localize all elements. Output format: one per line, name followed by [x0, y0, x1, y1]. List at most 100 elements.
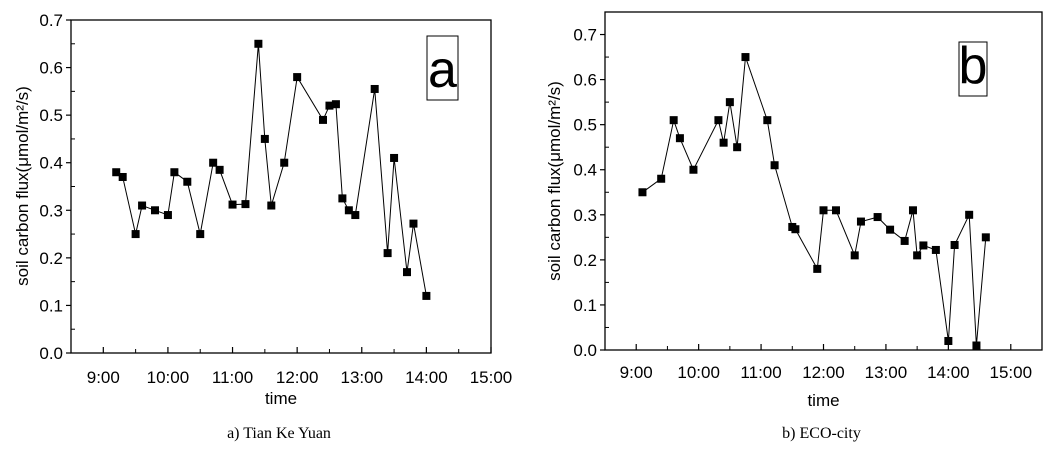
chart-panel-a: 0.0 0.1 0.2 0.3 0.4 0.5 0.6 0.7 9:00 10:00 11:00 12…	[13, 11, 512, 442]
x-tick-label: 15:00	[470, 368, 513, 387]
data-point	[669, 116, 678, 125]
data-point	[112, 168, 121, 177]
y-tick-label: 0.0	[39, 344, 63, 363]
data-point	[228, 200, 237, 209]
y-tick-label: 0.2	[39, 249, 63, 268]
data-point	[873, 213, 882, 222]
data-point	[741, 53, 750, 62]
y-tick-label: 0.2	[573, 251, 597, 270]
data-point	[733, 143, 742, 152]
data-point	[900, 236, 909, 245]
x-tick-label: 11:00	[740, 363, 781, 382]
y-tick-label: 0.1	[573, 296, 597, 315]
data-point	[931, 245, 940, 254]
y-tick-label: 0.3	[573, 206, 597, 225]
data-point	[215, 165, 224, 174]
x-tick-label: 10:00	[677, 363, 720, 382]
data-point	[403, 268, 411, 277]
data-point	[170, 168, 179, 177]
y-tick-label: 0.3	[39, 201, 63, 220]
figure-caption: b) ECO-city	[782, 425, 861, 442]
x-axis-label: time	[265, 389, 297, 408]
data-point	[908, 206, 917, 215]
data-point	[714, 116, 723, 125]
panel-label: a	[428, 41, 457, 99]
data-point	[267, 201, 276, 210]
data-point	[981, 233, 990, 242]
data-point	[151, 206, 159, 215]
data-point	[260, 134, 269, 143]
data-point	[850, 251, 859, 260]
data-point	[370, 84, 379, 93]
y-axis-label: soil carbon flux(μmol/m²/s)	[545, 81, 564, 281]
data-point	[725, 98, 734, 107]
x-tick-label: 13:00	[340, 368, 383, 387]
data-point	[351, 211, 360, 220]
data-point	[409, 219, 418, 228]
data-point	[383, 249, 392, 258]
data-point	[390, 153, 399, 162]
y-tick-label: 0.1	[39, 296, 63, 315]
x-tick-label: 11:00	[212, 368, 253, 387]
x-tick-label: 14:00	[405, 368, 448, 387]
y-tick-label: 0.5	[573, 116, 597, 135]
data-point	[241, 200, 250, 209]
series-line	[642, 56, 987, 346]
data-point	[657, 174, 666, 183]
data-point	[831, 206, 840, 215]
data-point	[791, 225, 800, 234]
x-tick-label: 13:00	[865, 363, 908, 382]
x-tick-label: 12:00	[802, 363, 845, 382]
data-point	[675, 134, 684, 143]
data-point	[770, 161, 779, 170]
data-point	[331, 100, 340, 109]
data-point	[638, 188, 647, 197]
series-line	[115, 43, 427, 296]
data-point	[819, 206, 828, 215]
x-axis-label: time	[807, 391, 839, 410]
x-tick-label: 15:00	[990, 363, 1033, 382]
data-point	[422, 291, 431, 300]
x-tick-label: 12:00	[276, 368, 319, 387]
y-tick-label: 0.7	[573, 26, 597, 45]
x-tick-label: 10:00	[147, 368, 190, 387]
data-point	[856, 217, 865, 226]
x-tick-label: 14:00	[927, 363, 970, 382]
data-point	[209, 158, 218, 167]
data-point	[325, 101, 334, 110]
chart-panel-b: 0.0 0.1 0.2 0.3 0.4 0.5 0.6 0.7 9:00 10:00 11:00 12…	[545, 11, 1043, 442]
y-tick-label: 0.6	[39, 59, 63, 78]
data-point	[719, 138, 728, 147]
data-point	[183, 177, 192, 186]
data-point	[118, 172, 127, 181]
data-point	[972, 341, 981, 350]
data-point	[163, 211, 172, 220]
data-point	[254, 39, 263, 48]
data-point	[319, 115, 327, 124]
panel-label-box	[426, 35, 459, 101]
y-tick-label: 0.4	[39, 154, 63, 173]
data-point	[344, 206, 353, 215]
y-tick-label: 0.4	[573, 161, 597, 180]
data-point	[338, 194, 347, 203]
data-point	[280, 158, 289, 167]
data-point	[965, 210, 974, 219]
data-point	[293, 73, 302, 82]
data-point	[813, 264, 822, 273]
data-point	[950, 240, 959, 249]
data-point	[138, 201, 147, 210]
y-tick-label: 0.5	[39, 106, 63, 125]
data-point	[689, 165, 698, 174]
data-point	[944, 336, 953, 345]
x-tick-label: 9:00	[620, 363, 653, 382]
y-tick-label: 0.7	[39, 11, 63, 30]
panel-label-box	[958, 41, 988, 97]
y-tick-label: 0.0	[573, 341, 597, 360]
x-tick-label: 9:00	[87, 368, 120, 387]
panel-label: b	[959, 37, 988, 95]
y-axis-label: soil carbon flux(μmol/m²/s)	[13, 86, 32, 286]
data-point	[913, 251, 922, 260]
data-point	[763, 116, 772, 125]
figure-caption: a) Tian Ke Yuan	[227, 425, 331, 442]
